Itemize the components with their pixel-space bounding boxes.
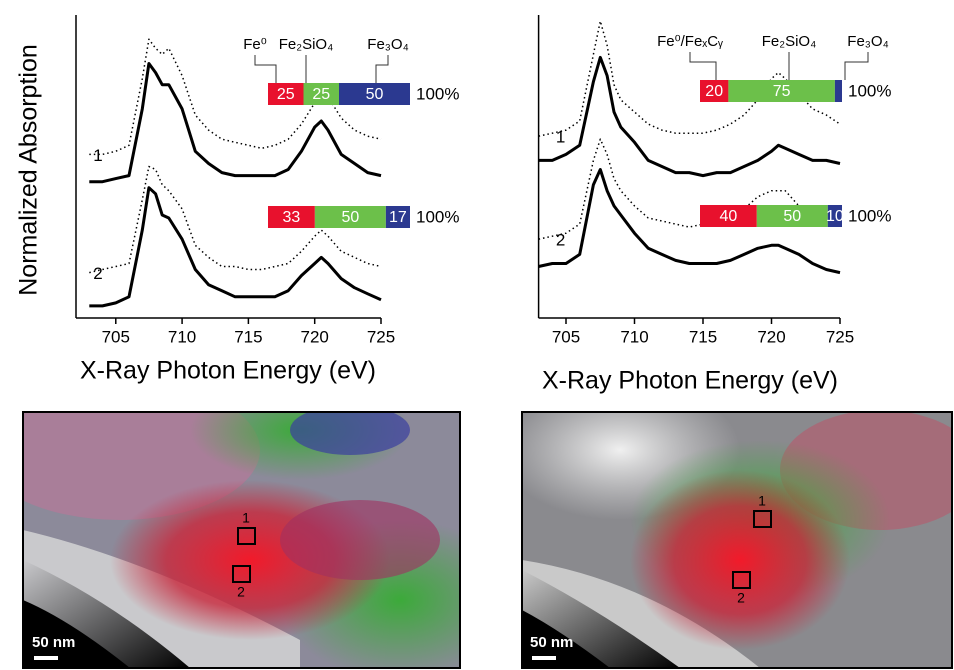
region-label: 1 (242, 510, 250, 526)
region-box (237, 527, 256, 545)
image-frame (521, 411, 953, 669)
composition-segment (700, 205, 757, 227)
segment-label: 17 (389, 209, 407, 226)
segment-label: 50 (783, 208, 801, 225)
component-label: Fe₃O₄ (367, 36, 408, 53)
x-axis-label: X-Ray Photon Energy (eV) (542, 367, 838, 395)
composition-total: 100% (848, 206, 891, 225)
spectrum-label: 2 (556, 231, 565, 250)
image-left (23, 412, 460, 668)
component-label: Fe₂SiO₄ (279, 36, 333, 53)
composition-total: 100% (848, 81, 891, 100)
spectrum-label: 2 (93, 264, 102, 283)
composition-total: 100% (416, 84, 459, 103)
spectrum (538, 168, 841, 275)
region-box (232, 565, 251, 583)
composition-segment (339, 83, 410, 105)
segment-label: 50 (341, 209, 359, 226)
component-connector (375, 55, 389, 83)
composition-segment (700, 80, 729, 102)
composition-segment (756, 205, 828, 227)
component-connector (844, 52, 869, 80)
spectrum-label: 1 (556, 128, 565, 147)
region-box (732, 571, 751, 589)
scale-bar (34, 656, 58, 660)
composition-segment (268, 83, 304, 105)
segment-label: 33 (283, 209, 301, 226)
x-tick-label: 725 (826, 327, 854, 346)
spectrum (89, 38, 382, 156)
component-label: Fe₂SiO₄ (762, 33, 816, 50)
component-label: Fe⁰/FeₓCᵧ (657, 33, 723, 50)
segment-label: 50 (366, 86, 384, 103)
region-label: 2 (737, 590, 745, 606)
composition-segment (385, 206, 410, 228)
image-frame (22, 411, 461, 669)
image-right (522, 412, 952, 668)
spectrum-label: 1 (93, 146, 102, 165)
composition-segment (303, 83, 339, 105)
spectrum (89, 186, 382, 308)
y-axis-label: Normalized Absorption (15, 44, 43, 296)
composition-segment (314, 206, 386, 228)
segment-label: 75 (773, 83, 791, 100)
x-tick-label: 705 (552, 327, 580, 346)
scale-bar (532, 656, 556, 660)
composition-segment (827, 205, 842, 227)
region-box (753, 510, 772, 528)
spectrum (538, 20, 841, 137)
segment-label: 20 (705, 83, 723, 100)
x-tick-label: 720 (757, 327, 785, 346)
segment-label: 10 (826, 208, 844, 225)
x-tick-label: 705 (102, 327, 130, 346)
x-tick-label: 720 (301, 327, 329, 346)
component-label: Fe₃O₄ (847, 33, 888, 50)
x-tick-label: 710 (168, 327, 196, 346)
x-axis-label: X-Ray Photon Energy (eV) (80, 357, 376, 385)
composition-total: 100% (416, 207, 459, 226)
segment-label: 40 (720, 208, 738, 225)
component-connector (254, 55, 277, 83)
segment-label: 25 (277, 86, 295, 103)
spectrum (89, 62, 382, 184)
spectrum (538, 138, 841, 240)
composition-segment (834, 80, 842, 102)
composition-segment (728, 80, 835, 102)
component-connector (689, 52, 717, 80)
segment-label: 25 (312, 86, 330, 103)
x-tick-label: 715 (234, 327, 262, 346)
region-label: 1 (758, 493, 766, 509)
x-tick-label: 710 (620, 327, 648, 346)
spectrum (538, 55, 841, 178)
spectrum (89, 165, 382, 274)
scale-bar-label: 50 nm (32, 634, 75, 651)
x-tick-label: 725 (367, 327, 395, 346)
component-label: Fe⁰ (243, 36, 267, 53)
x-tick-label: 715 (689, 327, 717, 346)
scale-bar-label: 50 nm (530, 634, 573, 651)
composition-segment (268, 206, 315, 228)
region-label: 2 (237, 584, 245, 600)
